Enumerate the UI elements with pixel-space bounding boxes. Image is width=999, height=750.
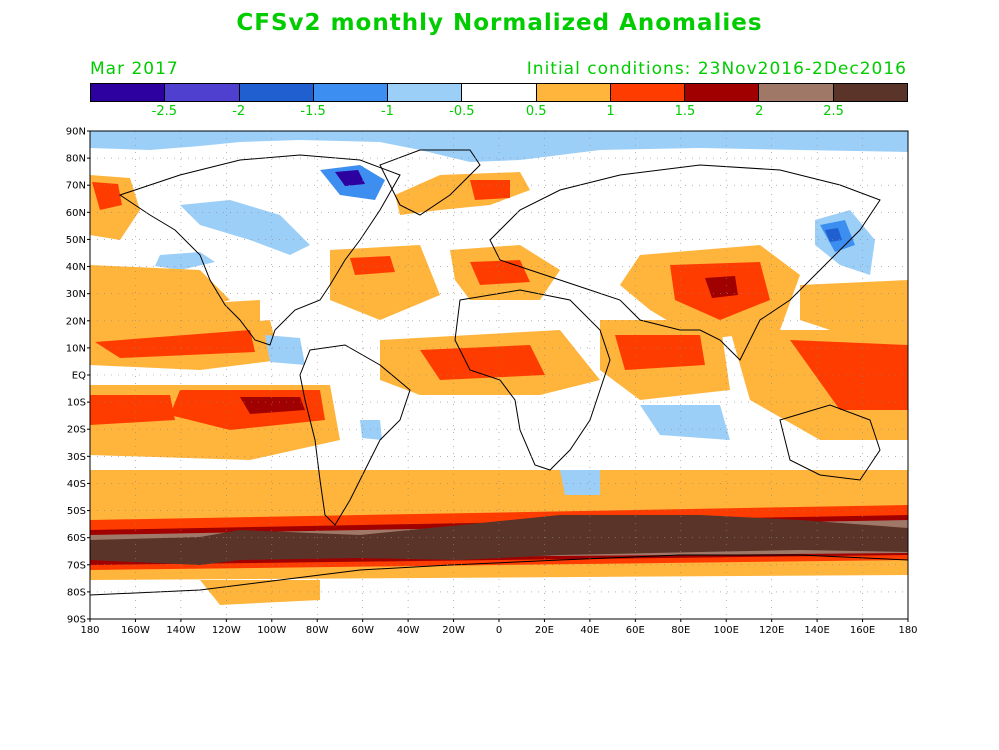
colorbar-segment (239, 84, 314, 101)
lat-tick-label: 20S (67, 425, 86, 436)
sw-pacific-core (90, 395, 175, 425)
lon-tick-label: 80E (671, 625, 690, 636)
lon-tick-label: 20E (535, 625, 554, 636)
map-title: CFSv2 monthly Normalized Anomalies (236, 10, 763, 36)
colorbar-tick-label: 0.5 (525, 104, 547, 119)
north-pacific-negative (180, 200, 310, 255)
lat-tick-label: 60N (66, 208, 86, 219)
sw-pacific-positive (90, 265, 230, 315)
lat-tick-label: 30S (67, 452, 86, 463)
lat-tick-label: 80S (67, 587, 86, 598)
lat-tick-label: 40N (66, 262, 86, 273)
forecast-month: Mar 2017 (90, 59, 179, 79)
colorbar-segment (536, 84, 611, 101)
lon-tick-label: 120W (212, 625, 241, 636)
north-pacific-positive (800, 280, 908, 340)
eurasia-outline (489, 164, 881, 361)
latitude-labels: 90N 80N 70N 60N 50N 40N 30N 20N 10N EQ 10S 20S 30S 40… (66, 127, 90, 626)
lat-tick-label: 40S (67, 479, 86, 490)
lon-tick-label: 100W (257, 625, 286, 636)
lat-tick-label: 70S (67, 560, 86, 571)
southern-ocean-extreme (90, 515, 908, 565)
lat-tick-label: 30N (66, 289, 86, 300)
colorbar-tick-label: -2.5 (151, 104, 178, 119)
antarctica-outline (90, 554, 908, 619)
lon-tick-label: 180 (80, 625, 99, 636)
tropical-pacific-core (95, 330, 255, 358)
greenland-sea-core (470, 180, 510, 200)
south-pacific-center (240, 397, 305, 414)
colorbar-tick-label: 2.5 (823, 104, 844, 119)
brazil-negative (360, 420, 382, 440)
colorbar-segment (462, 84, 537, 101)
lon-tick-label: 40E (580, 625, 599, 636)
central-america-negative (265, 335, 305, 365)
lat-tick-label: 10N (66, 343, 86, 354)
lat-tick-label: EQ (72, 371, 86, 382)
lat-tick-label: 50S (67, 506, 86, 517)
lat-tick-label: 70N (66, 181, 86, 192)
colorbar-segment (610, 84, 686, 101)
arctic-negative-band (90, 131, 908, 162)
lon-tick-label: 100E (714, 625, 739, 636)
colorbar-segment (759, 84, 834, 101)
lat-tick-label: 80N (66, 154, 86, 165)
lon-tick-label: 140E (804, 625, 829, 636)
graticule (90, 131, 908, 619)
colorbar-tick-label: 2 (755, 104, 764, 119)
lat-tick-label: 60S (67, 533, 86, 544)
lon-tick-label: 120E (759, 625, 784, 636)
asia-positive-center (705, 276, 738, 298)
lon-tick-label: 160W (121, 625, 150, 636)
australia-outline (779, 404, 881, 481)
colorbar-tick-label: -1 (380, 104, 394, 119)
ne-pacific-negative (155, 252, 215, 270)
alaska-positive-core (92, 182, 122, 210)
greenland-outline (379, 149, 481, 216)
lon-tick-label: 60W (351, 625, 374, 636)
colorbar-segment (388, 84, 463, 101)
lon-tick-label: 80W (306, 625, 329, 636)
colorbar-tick-label: -2 (232, 104, 246, 119)
colorbar-segment (165, 84, 240, 101)
colorbar-segment (313, 84, 389, 101)
n-atlantic-positive-core (350, 256, 395, 275)
lon-tick-label: 40W (397, 625, 420, 636)
lat-tick-label: 90S (67, 615, 86, 626)
lon-tick-label: 20W (442, 625, 465, 636)
lat-tick-label: 50N (66, 235, 86, 246)
colorbar-tick-label: -0.5 (449, 104, 475, 119)
lon-tick-label: 180 (898, 625, 917, 636)
west-pacific-core (790, 340, 908, 410)
lon-tick-label: 0 (496, 625, 502, 636)
initial-conditions: Initial conditions: 23Nov2016-2Dec2016 (526, 59, 907, 79)
europe-positive-core (470, 260, 530, 285)
lon-tick-label: 140W (166, 625, 195, 636)
colorbar-segment (833, 84, 907, 101)
colorbar-tick-label: -1.5 (300, 104, 326, 119)
colorbar-segment (685, 84, 760, 101)
south-america-outline (299, 344, 411, 526)
continent-outlines (90, 149, 908, 619)
lat-tick-label: 10S (67, 398, 86, 409)
africa-outline (454, 289, 611, 471)
colorbar-segment (91, 84, 166, 101)
colorbar-tick-label: 1 (606, 104, 615, 119)
colorbar (90, 83, 908, 102)
lon-tick-label: 160E (850, 625, 875, 636)
ne-asia-negative-center (825, 228, 842, 242)
indian-ocean-negative (640, 405, 730, 440)
tropical-atlantic-core (420, 345, 545, 380)
north-america-outline (118, 154, 401, 346)
longitude-labels: 180 160W 140W 120W 100W 80W 60W 40W 20W 0 20E 40E 60… (80, 619, 918, 636)
lon-tick-label: 60E (626, 625, 645, 636)
indian-ocean-core (615, 335, 705, 370)
canada-arctic-core (335, 170, 365, 186)
south-atlantic-negative (560, 470, 600, 495)
lat-tick-label: 20N (66, 316, 86, 327)
lat-tick-label: 90N (66, 127, 86, 138)
colorbar-tick-label: 1.5 (674, 104, 696, 119)
